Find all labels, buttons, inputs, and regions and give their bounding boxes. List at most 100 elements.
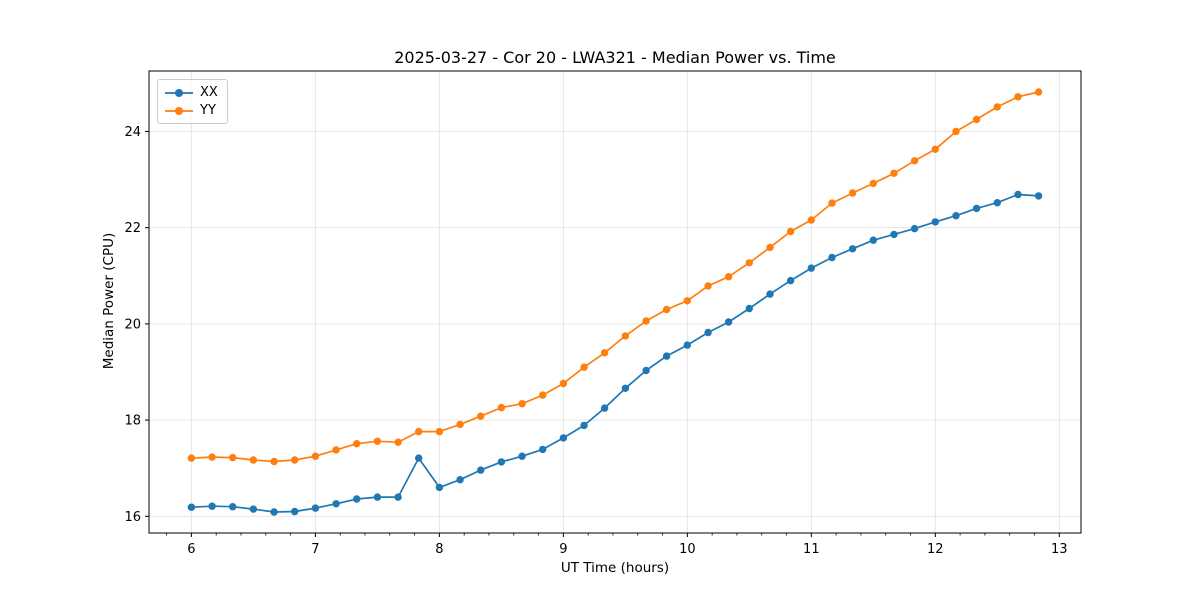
data-point-yy [642, 317, 650, 325]
data-point-yy [600, 349, 609, 357]
data-point-xx [993, 199, 1001, 207]
data-point-yy [662, 305, 671, 314]
gridlines [149, 71, 1081, 533]
x-tick-label: 6 [187, 542, 195, 557]
data-point-xx [869, 236, 877, 244]
data-point-yy [766, 243, 774, 252]
data-point-yy [621, 332, 630, 340]
y-tick-label: 22 [124, 221, 141, 236]
data-point-yy [807, 216, 815, 224]
series-xx [187, 190, 1043, 516]
data-point-yy [394, 438, 402, 446]
legend-item-yy: YY [165, 103, 218, 118]
data-point-xx [580, 421, 588, 430]
data-point-xx [187, 503, 196, 511]
data-point-yy [786, 227, 795, 236]
data-point-xx [662, 352, 671, 360]
data-point-yy [518, 400, 526, 408]
data-point-yy [1034, 88, 1043, 96]
data-point-xx [415, 454, 423, 462]
data-point-yy [993, 103, 1001, 111]
chart-title: 2025-03-27 - Cor 20 - LWA321 - Median Po… [394, 48, 836, 67]
data-point-yy [910, 157, 919, 165]
legend-swatch-yy-icon [165, 106, 193, 115]
data-point-xx [477, 466, 485, 474]
data-point-xx [311, 504, 320, 512]
x-tick-label: 9 [559, 542, 567, 557]
data-point-xx [229, 503, 237, 511]
data-point-yy [745, 259, 753, 267]
plot-frame [148, 70, 1082, 534]
data-point-xx [766, 290, 774, 298]
x-tick-label: 12 [927, 542, 944, 557]
data-point-xx [559, 434, 568, 442]
data-point-yy [704, 282, 712, 290]
x-axis-label: UT Time (hours) [560, 560, 670, 576]
x-tick-label: 13 [1051, 542, 1068, 557]
data-point-yy [724, 273, 733, 281]
data-point-yy [456, 420, 464, 429]
data-point-xx [724, 318, 733, 326]
data-point-yy [828, 199, 836, 207]
data-point-yy [931, 145, 939, 153]
data-point-yy [270, 457, 278, 466]
data-point-xx [249, 505, 258, 513]
y-axis-ticks: 16 18 20 22 24 [124, 125, 149, 525]
y-tick-label: 16 [124, 510, 141, 525]
data-point-xx [683, 341, 691, 349]
data-point-xx [807, 264, 815, 272]
data-point-xx [848, 245, 857, 253]
x-tick-label: 11 [803, 542, 820, 557]
data-point-xx [828, 253, 836, 262]
data-point-yy [229, 453, 237, 462]
data-point-xx [456, 476, 464, 484]
data-point-yy [415, 427, 423, 436]
data-point-xx [373, 493, 382, 501]
data-point-yy [187, 454, 196, 462]
data-point-xx [642, 366, 650, 375]
data-point-xx [600, 404, 609, 412]
data-point-xx [931, 218, 939, 226]
data-point-yy [373, 437, 382, 445]
data-point-yy [332, 446, 340, 454]
data-point-xx [890, 230, 898, 239]
data-point-yy [683, 297, 691, 305]
data-point-yy [435, 427, 444, 436]
y-axis-label: Median Power (CPU) [101, 232, 117, 370]
data-point-xx [1034, 192, 1043, 200]
data-point-yy [869, 179, 877, 188]
data-point-xx [704, 328, 712, 337]
data-point-xx [786, 276, 795, 285]
data-point-xx [972, 204, 981, 213]
legend-label-yy: YY [200, 103, 216, 118]
data-point-xx [332, 500, 340, 508]
x-tick-label: 10 [679, 542, 696, 557]
data-point-xx [745, 304, 753, 313]
x-axis-ticks: 6 7 8 9 10 11 12 13 [166, 533, 1068, 557]
x-tick-label: 7 [311, 542, 319, 557]
data-point-yy [249, 456, 258, 464]
data-point-yy [890, 169, 898, 177]
data-point-yy [972, 115, 981, 124]
legend-swatch-xx-icon [165, 88, 193, 97]
legend: XX YY [157, 79, 228, 124]
data-point-yy [477, 412, 485, 420]
y-tick-label: 18 [124, 414, 141, 429]
legend-label-xx: XX [200, 85, 218, 100]
data-point-yy [353, 440, 361, 448]
data-point-yy [952, 127, 960, 136]
data-point-xx [353, 495, 361, 503]
data-point-yy [208, 453, 216, 461]
data-point-xx [1014, 190, 1022, 199]
data-point-xx [208, 502, 216, 510]
data-point-xx [394, 493, 402, 501]
data-point-yy [1014, 93, 1022, 101]
data-point-xx [291, 507, 299, 516]
data-point-xx [270, 508, 278, 516]
x-tick-label: 8 [435, 542, 443, 557]
y-tick-label: 24 [124, 125, 141, 140]
legend-item-xx: XX [165, 85, 218, 100]
data-point-xx [518, 452, 526, 460]
